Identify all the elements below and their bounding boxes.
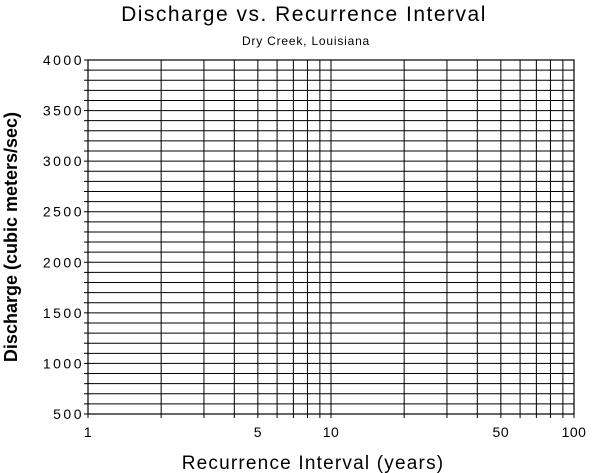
y-axis-label: Discharge (cubic meters/sec) — [1, 112, 21, 362]
y-tick-label: 500 — [53, 406, 84, 422]
x-tick-label: 1 — [84, 424, 92, 440]
chart-title: Discharge vs. Recurrence Interval — [121, 3, 487, 26]
y-tick-label: 1000 — [43, 355, 84, 371]
chart-subtitle: Dry Creek, Louisiana — [242, 34, 370, 48]
x-tick-label: 50 — [493, 424, 510, 440]
vertical-gridlines — [87, 60, 575, 418]
y-tick-label: 3000 — [43, 153, 84, 169]
x-tick-label: 100 — [562, 424, 587, 440]
x-axis-tick-labels: 1 5 10 50 100 — [84, 424, 587, 440]
x-tick-label: 10 — [323, 424, 340, 440]
y-tick-label: 4000 — [43, 52, 84, 68]
x-tick-label: 5 — [254, 424, 262, 440]
plot-frame — [87, 59, 575, 415]
y-axis-tick-labels: 4000 3500 3000 2500 2000 1500 1000 500 — [43, 52, 84, 422]
x-axis-label: Recurrence Interval (years) — [182, 453, 445, 473]
y-tick-label: 1500 — [43, 305, 84, 321]
plot-area — [84, 59, 575, 418]
y-tick-label: 2000 — [43, 254, 84, 270]
y-tick-label: 2500 — [43, 204, 84, 220]
y-tick-label: 3500 — [43, 103, 84, 119]
